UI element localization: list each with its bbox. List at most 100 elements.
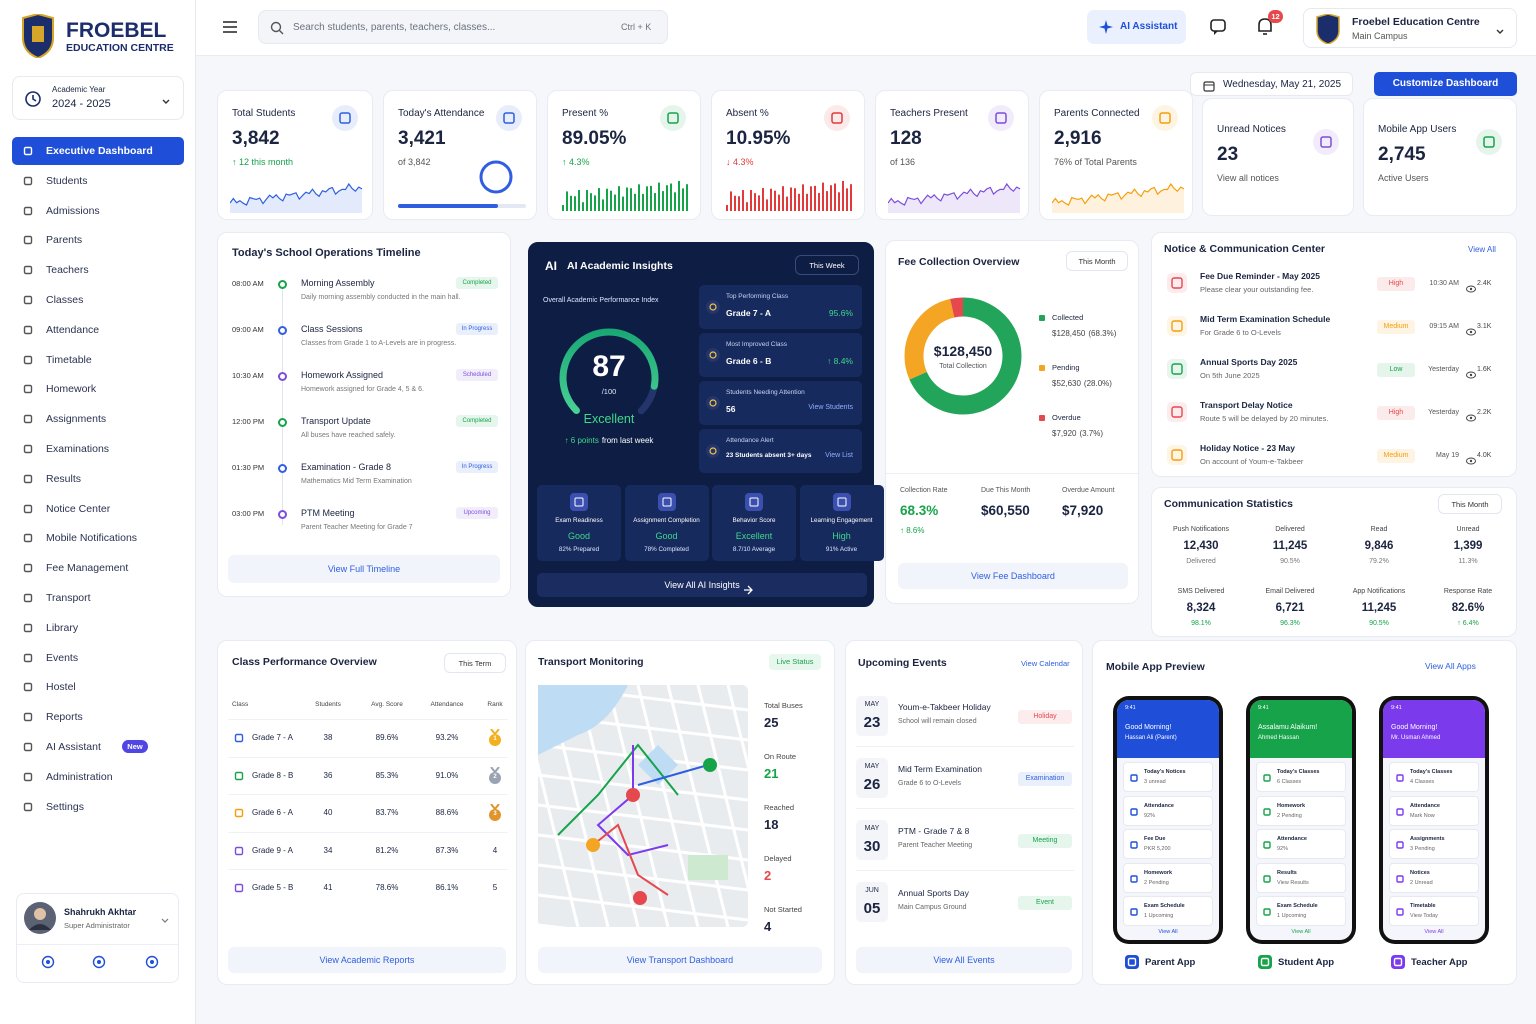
filter-dropdown[interactable]: This Month (1438, 494, 1502, 514)
insight-box: Most Improved Class Grade 6 - B ↑ 8.4% (699, 333, 862, 377)
nav-item[interactable]: Parents (12, 226, 184, 254)
item-title: Notices (1410, 869, 1430, 876)
nav-item[interactable]: Attendance (12, 316, 184, 344)
event-tag: Holiday (1018, 710, 1072, 724)
nav-item[interactable]: Hostel (12, 673, 184, 701)
comm-value: 9,846 (1364, 540, 1394, 552)
nav-item[interactable]: Notice Center (12, 495, 184, 523)
decoration (782, 186, 784, 211)
decoration (633, 891, 647, 905)
button[interactable]: View Transport Dashboard (538, 947, 822, 973)
icon (1261, 838, 1273, 850)
nav-item[interactable]: Settings (12, 793, 184, 821)
decoration (145, 955, 159, 969)
event-desc: Parent Teacher Meeting (898, 842, 973, 849)
nav-item[interactable]: Examinations (12, 435, 184, 463)
insight-extra[interactable]: View List (825, 452, 853, 459)
decoration (1469, 459, 1473, 463)
insights-button[interactable]: View All AI Insights (537, 573, 867, 597)
insight-extra[interactable]: View Students (808, 404, 853, 411)
icon (1466, 452, 1476, 465)
stat-sub[interactable]: View all notices (1217, 173, 1279, 183)
tile-sub: 91% Active (825, 546, 858, 553)
row-divider (228, 831, 508, 833)
decoration (1130, 874, 1138, 883)
nav-item[interactable]: Reports (12, 703, 184, 731)
comm-label: Delivered (1275, 526, 1305, 533)
decoration (660, 105, 686, 131)
link[interactable]: View All Apps (1425, 661, 1476, 671)
button[interactable]: View All Events (856, 947, 1072, 973)
filter-dropdown[interactable]: This Month (1066, 251, 1128, 271)
legend-name: Overdue (1052, 413, 1081, 422)
academic-year[interactable]: Academic Year 2024 - 2025 (12, 76, 184, 120)
decoration (730, 191, 732, 211)
nav-item[interactable]: Administration (12, 763, 184, 791)
progress-fill (398, 204, 498, 208)
row-divider (856, 808, 1074, 809)
icon (232, 731, 246, 745)
timeline-dot (278, 280, 287, 289)
nav-item[interactable]: Classes (12, 286, 184, 314)
filter-dropdown[interactable]: This Term (444, 653, 506, 673)
item-sub: 3 unread (1144, 779, 1166, 785)
decoration (824, 105, 850, 131)
legend-swatch (1039, 415, 1045, 421)
nav-item[interactable]: Events (12, 644, 184, 672)
nav-item[interactable]: Timetable (12, 346, 184, 374)
nav-item[interactable]: Teachers (12, 256, 184, 284)
icon (824, 105, 850, 131)
nav-item[interactable]: Students (12, 167, 184, 195)
nav-label: Parents (46, 234, 83, 247)
decoration (23, 444, 33, 454)
item-sub: 2 Pending (1277, 812, 1302, 819)
communication-card: Communication Statistics This Month Push N… (1151, 487, 1517, 637)
notices-card: Notice & Communication Center View All Fee… (1151, 232, 1517, 477)
item-title: Today's Classes (1410, 769, 1453, 775)
decoration (223, 21, 237, 33)
app-list-item: Homework 2 Pending (1123, 862, 1213, 893)
button[interactable]: View Full Timeline (228, 555, 500, 583)
ai-assistant-button[interactable]: AI Assistant (1087, 10, 1186, 44)
nav-item[interactable]: Executive Dashboard (12, 137, 184, 165)
nav-item[interactable]: Library (12, 614, 184, 642)
decoration (23, 146, 33, 156)
button[interactable]: View Academic Reports (228, 947, 506, 973)
icon (706, 300, 720, 314)
decoration (670, 183, 672, 211)
nav-item[interactable]: AI Assistant New (12, 733, 184, 761)
decoration (706, 300, 720, 314)
cell: 34 (323, 845, 333, 855)
cell: 36 (323, 770, 333, 780)
decoration (23, 623, 33, 632)
campus-selector[interactable]: Froebel Education Centre Main Campus (1303, 8, 1517, 48)
customize-button[interactable]: Customize Dashboard (1374, 72, 1517, 96)
filter-dropdown[interactable]: This Week (795, 255, 859, 275)
decoration (1263, 841, 1271, 849)
cell: 89.6% (375, 733, 399, 742)
link[interactable]: View Calendar (1021, 659, 1070, 668)
decoration (23, 772, 33, 781)
nav-item[interactable]: Mobile Notifications (12, 524, 184, 552)
stat-label: Total Students (232, 108, 296, 119)
decoration (1396, 807, 1404, 816)
nav-item[interactable]: Fee Management (12, 554, 184, 582)
search-box[interactable]: Search students, parents, teachers, clas… (258, 10, 668, 44)
stat-card: Absent % 10.95% ↓ 4.3% (711, 90, 865, 220)
nav-item[interactable]: Results (12, 465, 184, 493)
nav-item[interactable]: Transport (12, 584, 184, 612)
button[interactable]: View Fee Dashboard (898, 563, 1128, 589)
share: (68.3%) (1088, 329, 1117, 338)
decoration (818, 193, 820, 211)
decoration (162, 99, 170, 104)
nav-item[interactable]: Homework (12, 375, 184, 403)
nav-item[interactable]: Assignments (12, 405, 184, 433)
screen-header (1117, 700, 1219, 758)
icon (21, 174, 35, 188)
nav-item[interactable]: Admissions (12, 197, 184, 225)
stat-label: Teachers Present (890, 108, 968, 119)
legend-amount: $52,630 (28.0%) (1052, 379, 1112, 388)
comm-label: Push Notifications (1172, 526, 1230, 533)
link[interactable]: View All (1468, 245, 1496, 254)
decoration (1167, 402, 1187, 422)
